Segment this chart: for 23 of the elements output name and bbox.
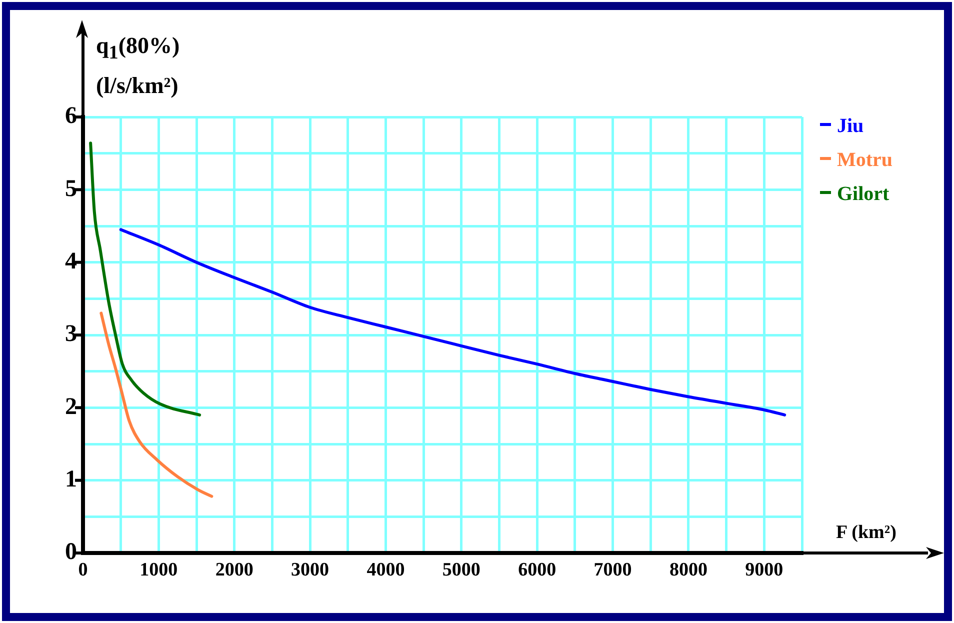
x-tick-label: 7000 bbox=[594, 559, 632, 580]
legend-label: Gilort bbox=[837, 183, 890, 205]
y-axis-title: q$_{1}$(80%) (l/s/km²) bbox=[96, 32, 181, 100]
legend-label: Motru bbox=[837, 149, 893, 171]
line-series bbox=[119, 228, 786, 416]
x-tick-label: 8000 bbox=[669, 559, 708, 580]
y-tick-label: 1 bbox=[65, 466, 77, 493]
x-tick-label: 4000 bbox=[366, 559, 405, 580]
x-tick-label: 1000 bbox=[140, 559, 178, 580]
x-axis-title: F (km²) bbox=[836, 522, 896, 544]
y-tick-label: 3 bbox=[65, 321, 77, 348]
x-tick-label: 6000 bbox=[518, 559, 556, 580]
legend-label: Jiu bbox=[837, 115, 864, 137]
y-tick-label: 2 bbox=[65, 394, 77, 420]
line-series bbox=[100, 312, 214, 498]
x-tick-label: 9000 bbox=[745, 559, 784, 580]
x-tick-label: 5000 bbox=[442, 559, 480, 580]
y-tick-label: 4 bbox=[65, 248, 77, 275]
y-tick-label: 6 bbox=[65, 103, 77, 130]
line-series bbox=[89, 142, 202, 416]
y-tick-label: 5 bbox=[65, 176, 77, 202]
x-tick-label: 2000 bbox=[215, 559, 254, 580]
x-tick-label: 3000 bbox=[291, 559, 330, 580]
